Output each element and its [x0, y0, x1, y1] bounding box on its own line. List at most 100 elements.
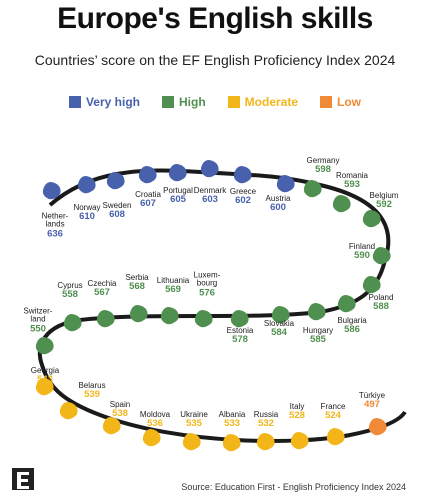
country-label: Serbia 568	[125, 272, 149, 292]
country-name: Greece	[229, 186, 257, 196]
country-label: Ukraine 535	[180, 410, 208, 430]
country-shape	[362, 276, 381, 294]
country-name: Albania	[218, 409, 246, 419]
subtitle: Countries’ score on the EF English Profi…	[34, 52, 396, 68]
country-shape	[160, 307, 179, 325]
country-label: Finland 590	[349, 242, 375, 262]
country-shape	[372, 247, 391, 265]
country-score: 592	[376, 199, 392, 211]
country-score: 586	[344, 324, 360, 336]
country-label: Romania 593	[336, 171, 368, 191]
country-shape	[368, 418, 387, 436]
country-label: Czechia 567	[88, 279, 117, 299]
country-name: Austria	[265, 193, 291, 203]
legend-label: Low	[337, 95, 362, 109]
country-shape	[35, 378, 54, 396]
country-shape	[35, 337, 54, 355]
legend: Very high High Moderate Low	[0, 95, 430, 109]
country-label: Switzer- land 550	[23, 306, 53, 335]
country-shape	[337, 295, 356, 313]
country-score: 600	[270, 202, 286, 214]
country-score: 532	[258, 418, 274, 430]
country-label: Sweden 608	[102, 200, 132, 221]
country-shape	[307, 303, 326, 321]
country-score: 603	[202, 194, 218, 206]
country-shape	[59, 402, 78, 420]
snake-path	[37, 168, 407, 443]
country-score: 584	[271, 327, 287, 339]
country-score: 558	[62, 289, 78, 301]
legend-swatch	[68, 96, 81, 108]
legend-swatch	[320, 96, 333, 108]
country-score: 585	[310, 334, 326, 346]
legend-item: High	[162, 95, 206, 109]
country-score: 497	[364, 399, 380, 411]
country-shape	[200, 160, 219, 178]
country-label: Austria 600	[265, 193, 291, 214]
country-label: Italy 528	[289, 401, 305, 422]
country-shape	[326, 428, 345, 446]
legend-label: Moderate	[244, 95, 299, 109]
country-label: France 524	[320, 401, 346, 422]
country-name: Croatia	[135, 189, 161, 199]
country-name: Estonia	[226, 325, 254, 335]
country-shape	[63, 314, 82, 332]
country-name: Nether- lands	[41, 211, 69, 230]
country-name: Denmark	[193, 185, 227, 195]
country-shape	[129, 305, 148, 323]
country-score: 567	[94, 287, 110, 299]
country-label: Belgium 592	[369, 190, 399, 211]
country-score: 598	[315, 164, 331, 176]
country-score: 569	[165, 284, 181, 296]
country-name: Norway	[73, 202, 101, 212]
country-label: Luxem- bourg 576	[194, 271, 221, 299]
country-name: Cyprus	[57, 280, 83, 290]
country-score: 593	[344, 179, 360, 191]
country-score: 576	[199, 287, 215, 299]
country-shape	[142, 429, 161, 447]
country-score: 608	[109, 209, 125, 221]
country-shape	[77, 176, 96, 194]
country-label: Greece 602	[229, 186, 257, 207]
country-shape	[230, 310, 249, 328]
country-score: 607	[140, 198, 156, 210]
country-score: 578	[232, 334, 248, 346]
country-shape	[362, 210, 381, 228]
country-name: Italy	[289, 401, 305, 411]
country-label: Lithuania 569	[156, 275, 190, 296]
country-score: 538	[112, 408, 128, 420]
country-score: 528	[289, 410, 305, 422]
country-score: 524	[325, 410, 341, 422]
legend-swatch	[227, 96, 240, 108]
country-name: Portugal	[163, 185, 193, 195]
country-name: Belgium	[369, 190, 399, 200]
country-label: Albania 533	[218, 409, 246, 429]
country-name: Poland	[368, 292, 394, 302]
country-shape	[256, 433, 275, 451]
country-score: 602	[235, 195, 251, 207]
country-name: Belarus	[78, 380, 106, 390]
country-score: 605	[170, 194, 186, 206]
country-label: Norway 610	[73, 202, 101, 222]
country-score: 590	[354, 250, 370, 262]
legend-label: Very high	[85, 95, 140, 109]
country-label: Bulgaria 586	[337, 316, 366, 336]
country-label: Cyprus 558	[57, 280, 83, 301]
country-shape	[182, 433, 201, 451]
country-score: 539	[84, 389, 100, 401]
country-label: Hungary 585	[303, 326, 333, 346]
country-label: Estonia 578	[226, 325, 254, 346]
country-score: 535	[186, 418, 202, 430]
country-label: Russia 532	[254, 410, 278, 430]
country-name: Serbia	[125, 272, 149, 282]
country-name: Switzer- land	[23, 306, 53, 325]
title: Europe's English skills	[57, 2, 373, 35]
country-name: Lithuania	[156, 275, 190, 285]
country-label: Germany 598	[307, 156, 340, 176]
country-name: Sweden	[102, 200, 132, 210]
country-label: Moldova 536	[140, 410, 170, 429]
country-name: France	[320, 401, 346, 411]
country-label: Spain 538	[110, 400, 130, 420]
